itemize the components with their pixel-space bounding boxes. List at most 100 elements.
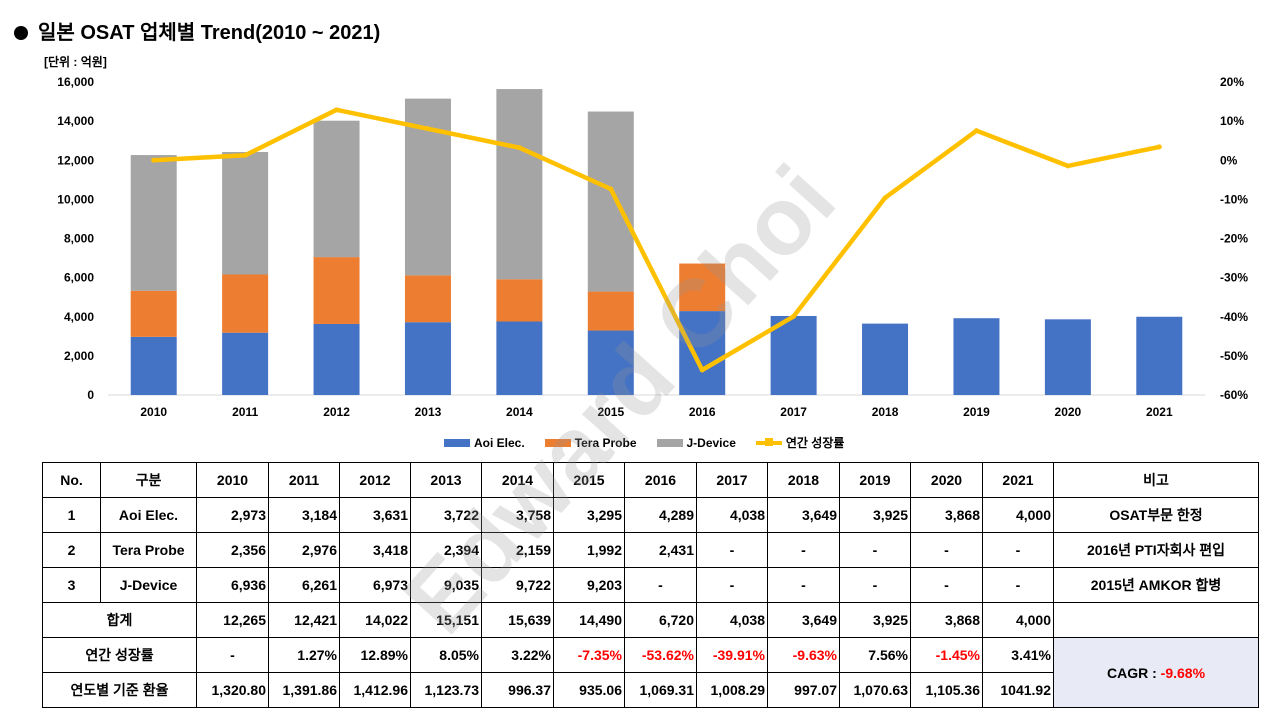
x-tick-label: 2014 [506,405,533,419]
table-cell: - [910,532,983,568]
header-cell: 2019 [839,462,911,498]
table-row-total: 합계 12,265 12,421 14,022 15,151 15,639 14… [42,602,1259,638]
fx-cell: 1,412.96 [339,672,411,708]
y-right-tick-label: -30% [1220,271,1248,285]
y-left-tick-label: 16,000 [57,75,94,89]
growth-cell: 7.56% [839,637,911,673]
note-cell: OSAT부문 한정 [1053,497,1259,533]
table-cell: 3,868 [910,602,983,638]
bar-tera-probe [130,290,177,337]
y-left-tick-label: 6,000 [64,271,94,285]
table-cell: 12,421 [268,602,340,638]
x-tick-label: 2015 [597,405,624,419]
table-cell: 3,649 [767,497,840,533]
fx-cell: 996.37 [481,672,554,708]
header-cell: 2012 [339,462,411,498]
table-cell: 6,261 [268,567,340,603]
note-cell: 2015년 AMKOR 합병 [1053,567,1259,603]
bar-j-device [587,111,634,292]
x-tick-label: 2010 [140,405,167,419]
header-cell: No. [42,462,101,498]
header-cell: 비고 [1053,462,1259,498]
legend-item-jdevice: J-Device [656,434,736,451]
growth-point [973,128,979,134]
y-left-tick-label: 4,000 [64,310,94,324]
note-cell: 2016년 PTI자회사 편입 [1053,532,1259,568]
table-cell: - [982,532,1054,568]
row-number: 2 [42,532,101,568]
y-left-tick-label: 12,000 [57,153,94,167]
y-left-tick-label: 0 [87,388,94,402]
x-tick-label: 2018 [872,405,899,419]
y-right-tick-label: -20% [1220,232,1248,246]
growth-point [242,152,248,158]
table-cell: 14,490 [553,602,625,638]
header-cell: 2016 [624,462,697,498]
table-cell: 9,203 [553,567,625,603]
table-cell: 4,289 [624,497,697,533]
bar-j-device [313,120,360,258]
header-cell: 2014 [481,462,554,498]
bullet-icon [14,26,28,40]
y-left-tick-label: 2,000 [64,349,94,363]
y-right-tick-label: 20% [1220,75,1244,89]
bar-aoi-elec [222,332,269,395]
unit-label: [단위 : 억원] [44,55,107,69]
bar-aoi-elec [862,323,909,395]
table-cell: 3,925 [839,497,911,533]
legend-item-tera: Tera Probe [544,434,637,451]
growth-cell: -9.63% [767,637,840,673]
growth-cell: -53.62% [624,637,697,673]
table-cell: - [696,532,768,568]
row-label: J-Device [100,567,197,603]
header-cell: 2015 [553,462,625,498]
table-cell: - [696,567,768,603]
note-cell-empty [1053,602,1259,638]
growth-cell: 3.22% [481,637,554,673]
table-row-growth: 연간 성장률 - 1.27% 12.89% 8.05% 3.22% -7.35%… [42,637,1259,708]
growth-point [334,107,340,113]
table-row-jdevice: 3 J-Device 6,936 6,261 6,973 9,035 9,722… [42,567,1259,603]
cagr-label: CAGR : [1106,664,1161,681]
table-cell: 2,973 [196,497,269,533]
table-cell: 3,295 [553,497,625,533]
table-row-fx: 연도별 기준 환율 1,320.80 1,391.86 1,412.96 1,1… [42,672,1259,708]
bar-j-device [496,89,543,280]
y-left-tick-label: 8,000 [64,232,94,246]
bar-tera-probe [587,291,634,331]
fx-cell: 1,105.36 [910,672,983,708]
bar-aoi-elec [1136,316,1183,395]
growth-rate-line [151,107,1162,373]
y-left-tick-label: 14,000 [57,114,94,128]
header-cell: 2011 [268,462,340,498]
cagr-cell: CAGR : -9.68% [1053,637,1259,708]
header-cell: 2018 [767,462,840,498]
fx-cell: 1,391.86 [268,672,340,708]
row-label: Tera Probe [100,532,197,568]
bar-tera-probe [313,257,360,324]
growth-cell: 3.41% [982,637,1054,673]
legend-item-growth: 연간 성장률 [755,434,844,451]
table-cell: - [982,567,1054,603]
fx-cell: 1,320.80 [196,672,269,708]
fx-cell: 997.07 [767,672,840,708]
table-cell: 2,159 [481,532,554,568]
table-cell: - [767,532,840,568]
growth-cell: 8.05% [410,637,482,673]
growth-cell: 1.27% [268,637,340,673]
growth-cell: -7.35% [553,637,625,673]
legend-swatch-aoi [444,438,470,447]
table-row-tera: 2 Tera Probe 2,356 2,976 3,418 2,394 2,1… [42,532,1259,568]
y-left-tick-label: 10,000 [57,192,94,206]
legend-item-aoi: Aoi Elec. [444,434,525,451]
growth-point [699,367,705,373]
growth-label: 연간 성장률 [42,637,197,673]
page-title: 일본 OSAT 업체별 Trend(2010 ~ 2021) [14,16,380,45]
growth-point [1065,163,1071,169]
table-cell: 3,925 [839,602,911,638]
y-right-tick-label: -40% [1220,310,1248,324]
y-right-tick-label: -60% [1220,388,1248,402]
row-label: Aoi Elec. [100,497,197,533]
x-tick-label: 2011 [232,405,258,419]
table-cell: 3,631 [339,497,411,533]
